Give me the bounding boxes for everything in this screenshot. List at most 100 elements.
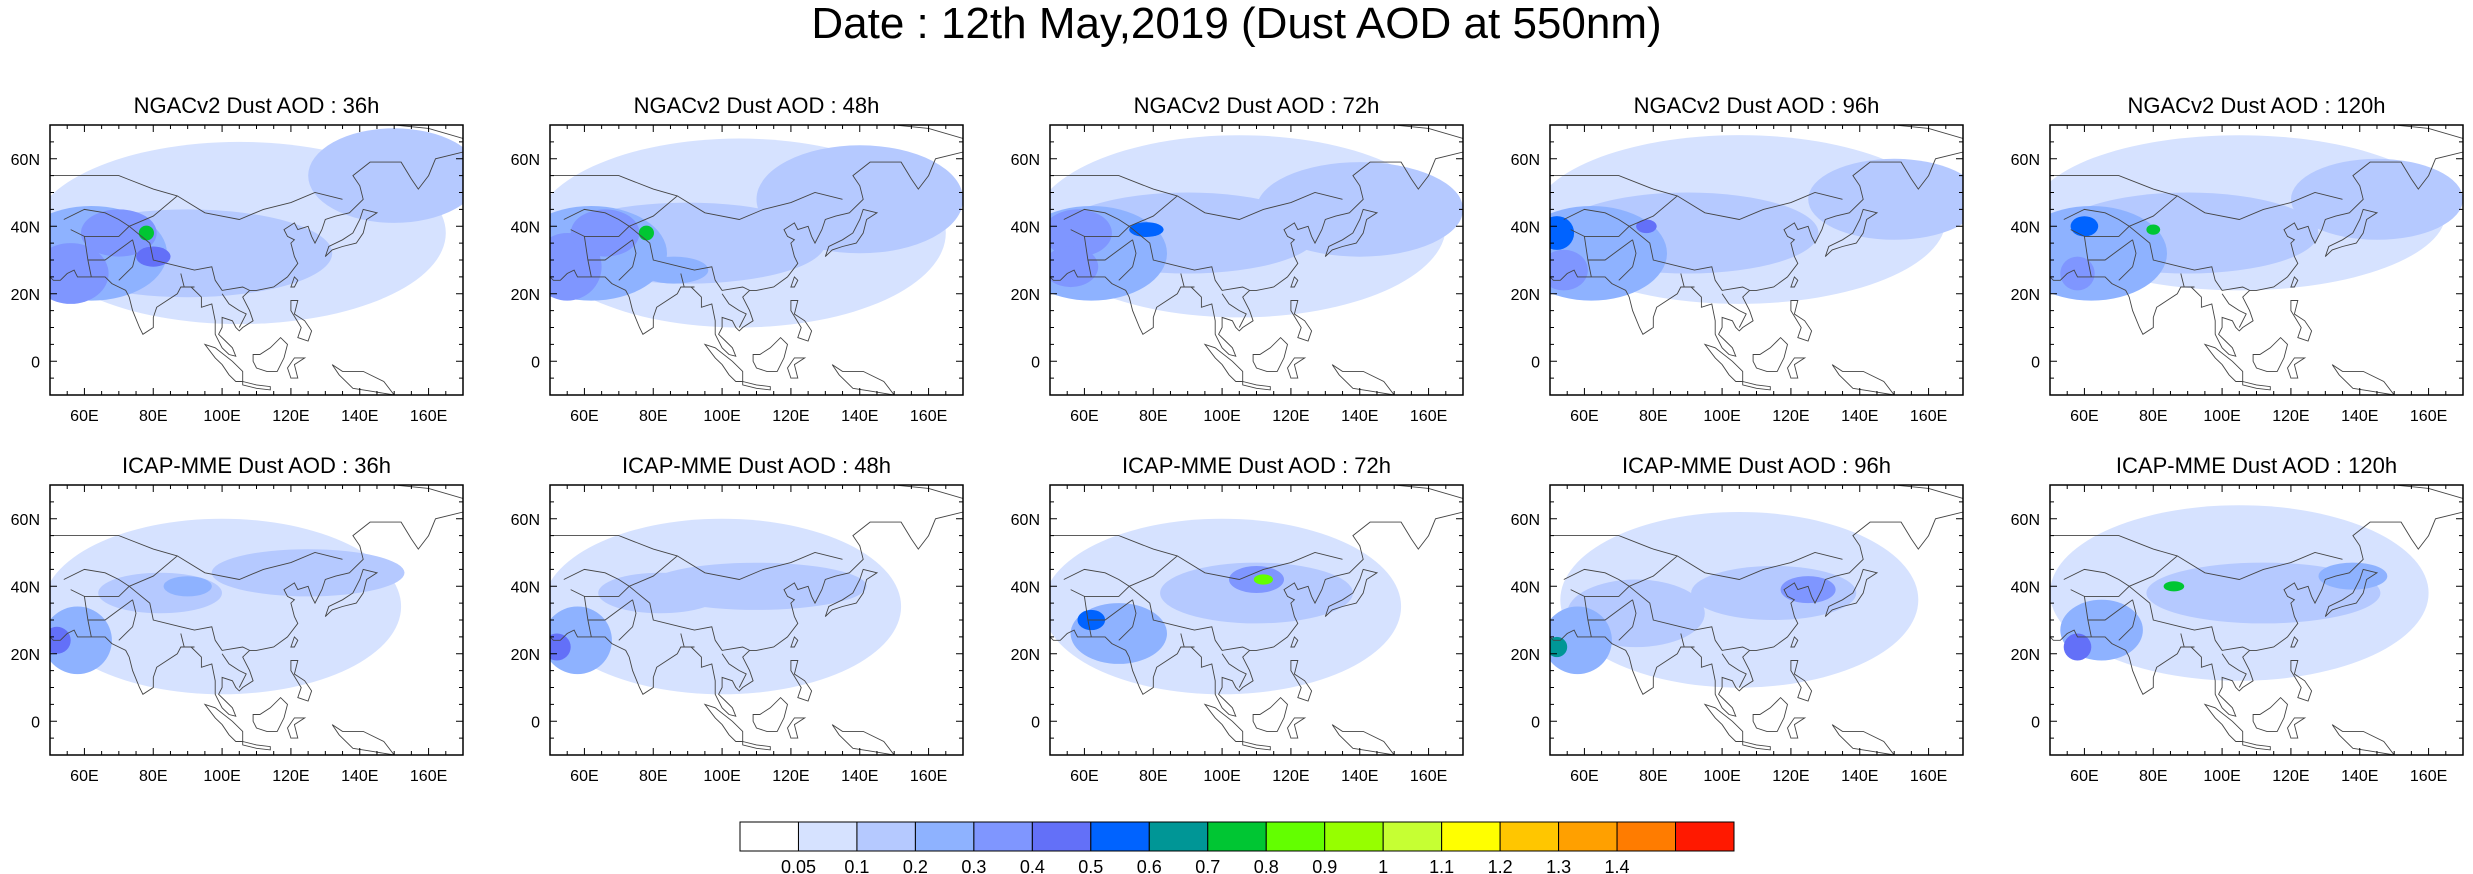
x-tick-label: 160E: [2410, 768, 2447, 785]
y-tick-label: 40N: [11, 579, 40, 596]
map-panel: NGACv2 Dust AOD : 120h 60E 80E 100E 120E 140E…: [2011, 93, 2464, 425]
coastline: [1824, 208, 1879, 257]
x-tick-label: 100E: [2203, 408, 2240, 425]
x-tick-label: 60E: [1070, 768, 1098, 785]
coastline: [2290, 300, 2313, 342]
country-border: [1118, 239, 1137, 281]
coastline: [831, 724, 895, 755]
y-tick-label: 60N: [1011, 512, 1040, 529]
x-tick-label: 140E: [2341, 408, 2378, 425]
aod-field: [1550, 135, 1963, 304]
aod-field: [1050, 135, 1463, 318]
country-border: [2084, 225, 2130, 237]
colorbar-swatch: [1675, 821, 1735, 852]
map-panel: ICAP-MME Dust AOD : 72h 60E 80E 100E 120E 140…: [1011, 453, 1464, 785]
coastline: [1287, 717, 1307, 739]
y-tick-label: 0: [1031, 714, 1040, 731]
country-border: [1618, 239, 1637, 281]
y-tick-label: 20N: [11, 287, 40, 304]
country-border: [50, 175, 178, 197]
country-border: [1221, 293, 1247, 328]
colorbar-swatch: [797, 821, 858, 852]
coastline: [1290, 276, 1299, 288]
x-tick-label: 160E: [2410, 408, 2447, 425]
x-tick-label: 100E: [203, 408, 240, 425]
country-border: [584, 585, 630, 597]
colorbar-label: 1.2: [1488, 857, 1513, 874]
country-border: [1063, 208, 1130, 227]
coastline: [1752, 696, 1789, 732]
x-tick-label: 160E: [1410, 768, 1447, 785]
x-tick-label: 120E: [1772, 408, 1809, 425]
country-border: [2221, 293, 2247, 328]
country-border: [1129, 192, 1343, 227]
colorbar-label: 0.4: [1020, 857, 1045, 874]
map-panel: NGACv2 Dust AOD : 48h 60E 80E 100E 120E 140E 1…: [511, 93, 964, 425]
x-tick-label: 140E: [341, 408, 378, 425]
map-panel: NGACv2 Dust AOD : 36h 60E 80E 100E 120E 140E 1…: [11, 93, 464, 425]
coastline: [1703, 343, 1744, 382]
country-border: [618, 239, 637, 281]
country-border: [128, 585, 250, 651]
country-border: [1118, 599, 1137, 641]
country-border: [1680, 273, 1695, 288]
country-border: [2070, 589, 2092, 637]
country-border: [587, 239, 633, 261]
country-border: [570, 589, 592, 637]
coastline: [742, 380, 771, 391]
coastline: [1324, 208, 1379, 257]
colorbar-swatch: [914, 821, 975, 852]
x-tick-label: 100E: [703, 408, 740, 425]
x-tick-label: 60E: [1070, 408, 1098, 425]
coastline: [1252, 696, 1289, 732]
country-border: [50, 535, 178, 557]
coastline: [787, 717, 807, 739]
country-border: [1587, 599, 1633, 621]
x-tick-label: 80E: [139, 408, 167, 425]
x-tick-label: 160E: [1910, 768, 1947, 785]
coastline: [1203, 343, 1244, 382]
coastline: [1790, 276, 1799, 288]
map-panel: ICAP-MME Dust AOD : 120h 60E 80E 100E 120E 14…: [2011, 453, 2464, 785]
colorbar-label: 0.05: [781, 857, 816, 874]
y-tick-label: 20N: [511, 287, 540, 304]
aod-plume: [211, 549, 405, 597]
colorbar-label: 1: [1378, 857, 1388, 874]
y-tick-label: 40N: [511, 579, 540, 596]
coastlines: [2050, 125, 2463, 395]
coastline: [287, 357, 307, 379]
coastline: [1703, 703, 1744, 742]
country-border: [2180, 633, 2195, 648]
x-tick-label: 60E: [570, 768, 598, 785]
x-tick-label: 140E: [2341, 768, 2378, 785]
country-border: [2128, 585, 2250, 651]
country-border: [1628, 585, 1750, 651]
y-tick-label: 20N: [2011, 287, 2040, 304]
country-border: [721, 293, 747, 328]
aod-plume: [570, 209, 640, 257]
aod-field: [2050, 505, 2429, 681]
coastline: [790, 300, 813, 342]
colorbar-swatch: [1324, 821, 1384, 852]
coastline: [1787, 717, 1807, 739]
x-tick-label: 140E: [1841, 408, 1878, 425]
coastline: [1290, 660, 1313, 702]
aod-field: [1550, 512, 1919, 688]
y-tick-label: 40N: [11, 219, 40, 236]
y-tick-label: 40N: [1011, 579, 1040, 596]
country-border: [63, 568, 130, 587]
coastline: [1550, 485, 1963, 717]
colorbar-swatch: [1148, 821, 1209, 852]
country-border: [1087, 239, 1133, 261]
colorbar-swatch: [1090, 821, 1150, 852]
aod-plume: [1550, 249, 1588, 291]
country-border: [2084, 585, 2130, 597]
coastline: [242, 380, 271, 391]
country-border: [2118, 599, 2137, 641]
aod-plume: [2318, 562, 2388, 590]
y-tick-label: 60N: [11, 152, 40, 169]
country-border: [2129, 192, 2343, 227]
aod-plume: [50, 243, 109, 304]
coastline: [203, 703, 244, 742]
x-tick-label: 100E: [1703, 408, 1740, 425]
